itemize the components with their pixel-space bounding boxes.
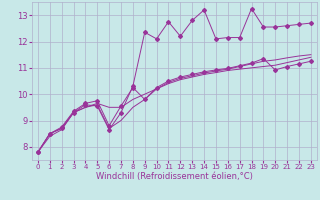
- X-axis label: Windchill (Refroidissement éolien,°C): Windchill (Refroidissement éolien,°C): [96, 172, 253, 181]
